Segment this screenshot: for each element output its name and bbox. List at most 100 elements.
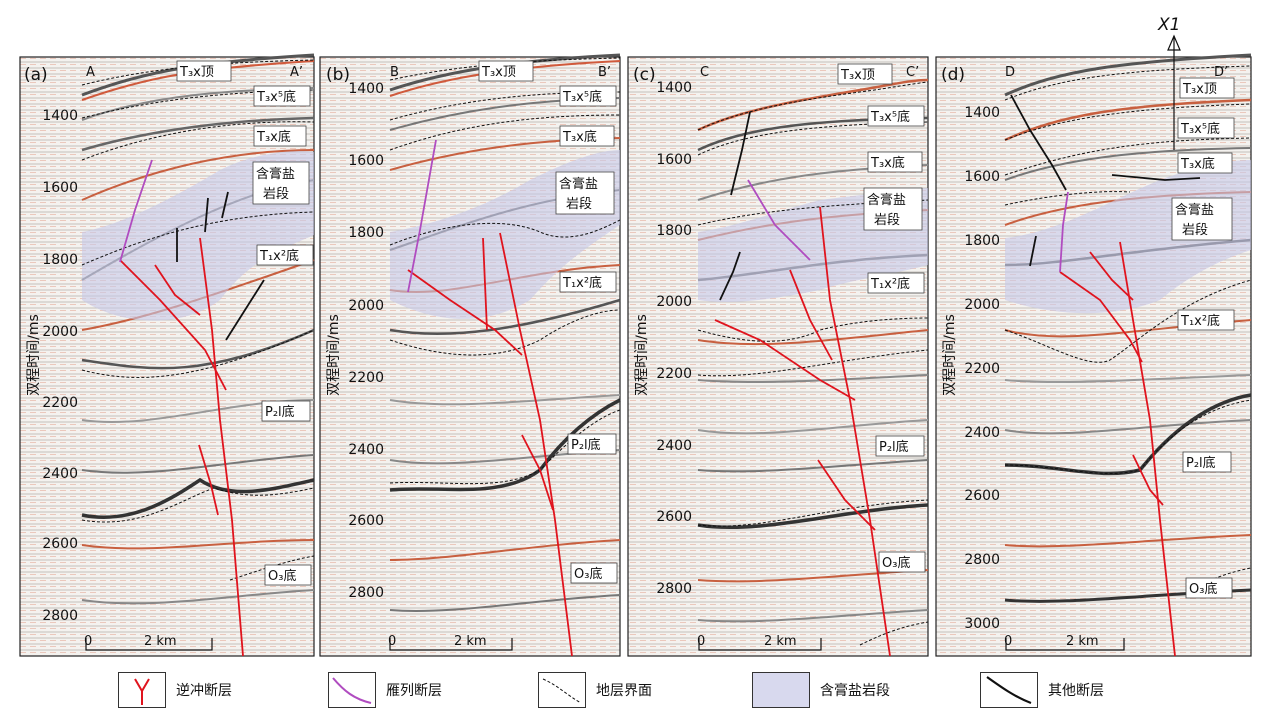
panel-c-right-end: C’: [906, 65, 919, 80]
tick-b-2000: 2000: [348, 298, 384, 314]
panel-b-echelon-fault: [407, 139, 437, 293]
label-a-t3x5-base: T₃x⁵底: [256, 89, 296, 105]
panel-a-thrust-faults: [119, 237, 244, 657]
panel-a-id: (a): [24, 65, 48, 85]
tick-a-2800: 2800: [42, 608, 78, 624]
y-axis-title-b: 双程时间/ms: [326, 314, 342, 396]
label-d-t3x-top: T₃x顶: [1182, 82, 1217, 97]
tick-d-3000: 3000: [964, 616, 1000, 632]
legend: 逆冲断层 雁列断层 地层界面 含膏盐岩段 其他断层: [0, 672, 1270, 712]
label-b-t1x2-base: T₁x²底: [562, 275, 602, 291]
tick-a-2600: 2600: [42, 536, 78, 552]
label-c-t3x-top: T₃x顶: [840, 68, 875, 83]
panel-b-frame: [319, 56, 621, 657]
tick-d-1600: 1600: [964, 169, 1000, 185]
label-a-o3-base: O₃底: [268, 568, 296, 584]
tick-c-2200: 2200: [656, 366, 692, 382]
label-c-p2l-base: P₂l底: [879, 439, 909, 455]
tick-b-1400: 1400: [348, 81, 384, 97]
legend-echelon-fault: 雁列断层: [328, 672, 442, 708]
label-b-t3x5-base: T₃x⁵底: [562, 89, 602, 105]
tick-b-1600: 1600: [348, 153, 384, 169]
label-b-o3-base: O₃底: [574, 566, 602, 582]
panel-a-left-end: A: [86, 65, 95, 80]
panel-d-echelon-fault: [1059, 191, 1069, 273]
label-c-t1x2-base: T₁x²底: [870, 276, 910, 292]
panel-d-left-end: D: [1005, 65, 1015, 80]
y-axis-title-a: 双程时间/ms: [26, 314, 42, 396]
label-b-p2l-base: P₂l底: [571, 437, 601, 453]
panel-b-right-end: B’: [598, 65, 611, 80]
label-b-t3x-top: T₃x顶: [481, 65, 516, 80]
legend-thrust-fault: 逆冲断层: [118, 672, 232, 708]
tick-c-1800: 1800: [656, 223, 692, 239]
panel-a: [19, 53, 315, 657]
y-axis-title-d: 双程时间/ms: [942, 314, 958, 396]
label-a-p2l-base: P₂l底: [265, 404, 295, 420]
label-a-salt-2: 岩段: [263, 187, 289, 202]
label-d-o3-base: O₃底: [1189, 581, 1217, 597]
label-d-t3x-base: T₃x底: [1180, 156, 1215, 172]
tick-b-2800: 2800: [348, 585, 384, 601]
tick-a-2400: 2400: [42, 466, 78, 482]
label-c-t3x-base: T₃x底: [870, 155, 905, 171]
well-x1-marker: [1167, 34, 1181, 150]
panel-a-right-end: A’: [290, 65, 303, 80]
legend-other-fault: 其他断层: [980, 672, 1104, 708]
tick-c-2600: 2600: [656, 509, 692, 525]
well-x1-label: X1: [1157, 15, 1180, 35]
tick-b-2600: 2600: [348, 513, 384, 529]
y-axis-title-c: 双程时间/ms: [634, 314, 650, 396]
legend-label: 地层界面: [596, 683, 652, 699]
legend-label: 逆冲断层: [176, 683, 232, 699]
label-a-salt-1: 含膏盐: [256, 166, 295, 182]
tick-b-1800: 1800: [348, 225, 384, 241]
panel-d-right-end: D’: [1214, 65, 1228, 80]
salt-swatch-icon: [752, 672, 810, 708]
scale-b-label: 2 km: [454, 634, 487, 649]
tick-d-2200: 2200: [964, 361, 1000, 377]
scale-c-zero: 0: [697, 634, 705, 649]
scale-a-zero: 0: [84, 634, 92, 649]
tick-c-2400: 2400: [656, 438, 692, 454]
tick-c-2000: 2000: [656, 294, 692, 310]
tick-c-2800: 2800: [656, 581, 692, 597]
panel-d-other-faults: [1010, 94, 1201, 267]
panel-c-thrust-faults: [714, 206, 891, 657]
panel-a-echelon-fault: [119, 159, 153, 263]
panel-c-other-faults: [719, 111, 751, 301]
label-d-salt-2: 岩段: [1182, 223, 1208, 238]
tick-d-2400: 2400: [964, 425, 1000, 441]
label-a-t3x-base: T₃x底: [256, 129, 291, 145]
label-b-salt-1: 含膏盐: [559, 176, 598, 192]
tick-d-2600: 2600: [964, 488, 1000, 504]
label-b-salt-2: 岩段: [566, 197, 592, 212]
tick-a-2000: 2000: [42, 324, 78, 340]
panel-a-other-faults: [176, 191, 265, 341]
panel-c-echelon-fault: [747, 179, 811, 261]
tick-b-2200: 2200: [348, 370, 384, 386]
scale-d-label: 2 km: [1066, 634, 1099, 649]
tick-c-1400: 1400: [656, 80, 692, 96]
tick-d-1800: 1800: [964, 233, 1000, 249]
tick-d-2000: 2000: [964, 297, 1000, 313]
legend-salt-section: 含膏盐岩段: [752, 672, 890, 708]
tick-d-2800: 2800: [964, 552, 1000, 568]
label-a-t1x2-base: T₁x²底: [259, 248, 299, 264]
thrust-fault-icon: [118, 672, 166, 708]
scale-b-zero: 0: [388, 634, 396, 649]
echelon-fault-icon: [328, 672, 376, 708]
panel-b-id: (b): [326, 65, 350, 85]
panel-d-horizons: [1004, 65, 1252, 586]
label-c-salt-1: 含膏盐: [867, 192, 906, 208]
label-c-t3x5-base: T₃x⁵底: [870, 109, 910, 125]
label-d-t1x2-base: T₁x²底: [1180, 313, 1220, 329]
tick-c-1600: 1600: [656, 152, 692, 168]
legend-label: 含膏盐岩段: [820, 683, 890, 699]
panel-d-thrust-faults: [1059, 241, 1176, 657]
tick-d-1400: 1400: [964, 105, 1000, 121]
panel-b-thrust-faults: [407, 232, 573, 657]
scale-bars: [85, 638, 1125, 651]
tick-a-1800: 1800: [42, 252, 78, 268]
